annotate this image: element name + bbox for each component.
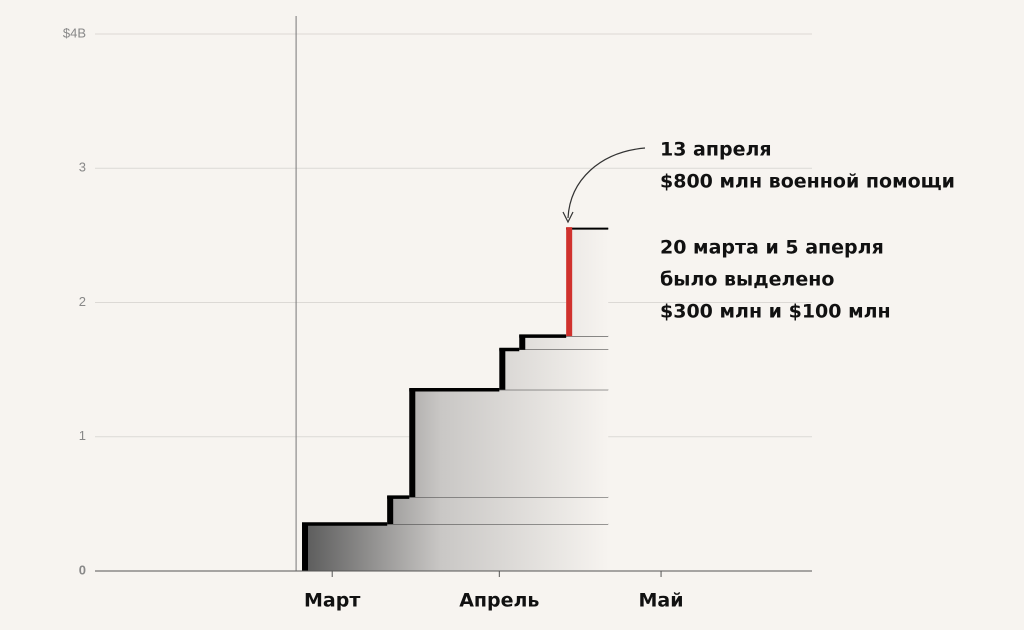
annotation-arrow (567, 147, 646, 219)
annotation: было выделено (660, 269, 834, 291)
annotation: 13 апреля (660, 139, 772, 161)
step-area (302, 524, 609, 571)
annotation-arrowhead (562, 211, 574, 224)
y-tick-label: 3 (79, 160, 86, 175)
x-tick-label: Май (639, 590, 684, 612)
step-area (387, 497, 609, 525)
y-tick-label: 0 (79, 562, 86, 577)
y-tick-label: $4B (63, 25, 86, 40)
step-area (499, 349, 609, 390)
x-tick-label: Апрель (459, 590, 539, 612)
step-area (566, 228, 609, 337)
step-area (519, 336, 609, 350)
annotation: $300 млн и $100 млн (660, 301, 891, 323)
y-tick-label: 1 (79, 428, 86, 443)
step-area (409, 389, 609, 498)
annotation: 20 марта и 5 аперля (660, 237, 884, 259)
plot: 0 1 2 3 $4B Март Апрель Май (63, 16, 812, 612)
annotation: $800 млн военной помощи (660, 171, 955, 193)
x-tick-label: Март (304, 590, 360, 612)
y-tick-label: 2 (79, 294, 86, 309)
